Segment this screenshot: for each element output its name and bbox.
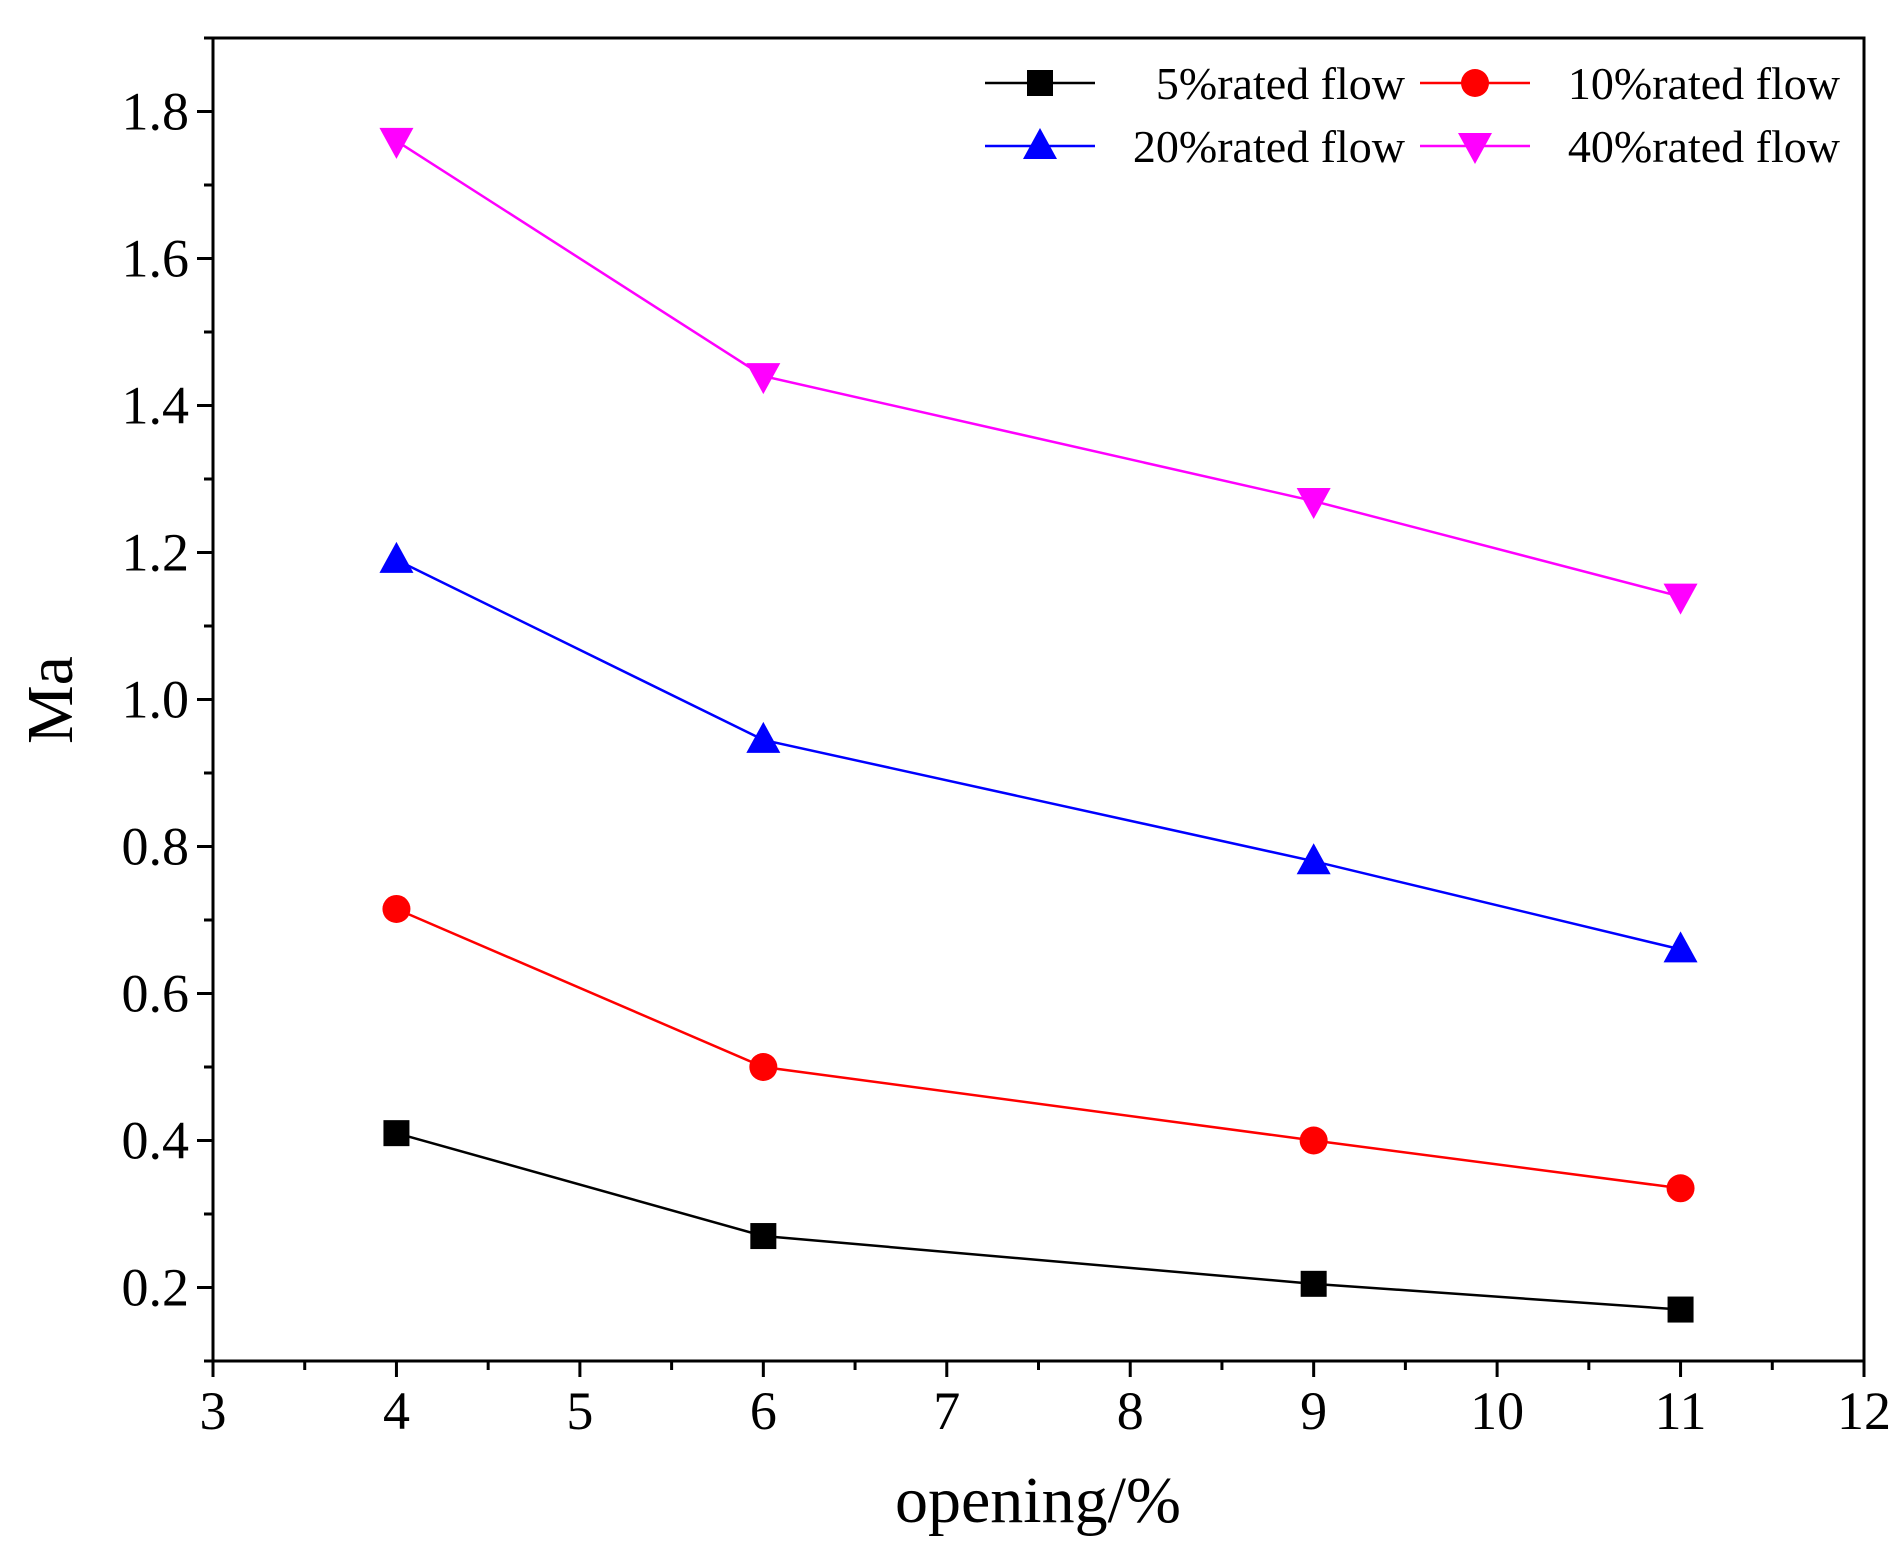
y-tick-label: 1.8 (122, 82, 190, 142)
data-point (1296, 488, 1331, 520)
x-tick-label: 9 (1300, 1381, 1327, 1441)
legend-label: 5%rated flow (1156, 58, 1406, 109)
series-3 (379, 541, 1698, 963)
data-point (1667, 1296, 1694, 1323)
x-axis: 3 4 5 6 7 8 9 10 11 12 (200, 1361, 1891, 1441)
data-point (382, 894, 411, 923)
x-tick-label: 12 (1837, 1381, 1891, 1441)
data-point (379, 127, 414, 159)
data-point (746, 363, 781, 395)
legend-item: 40%rated flow (1420, 121, 1841, 172)
x-tick-label: 4 (383, 1381, 410, 1441)
y-tick-label: 1.4 (122, 376, 190, 436)
legend-marker (1458, 133, 1492, 164)
y-tick-label: 1.6 (122, 229, 190, 289)
data-point (1300, 1270, 1327, 1297)
legend-marker (1023, 128, 1057, 159)
x-tick-label: 7 (933, 1381, 960, 1441)
x-tick-label: 11 (1655, 1381, 1707, 1441)
series-line (395, 907, 1681, 1190)
legend-item: 10%rated flow (1420, 58, 1841, 109)
legend-item: 5%rated flow (985, 58, 1406, 109)
plot-frame (211, 36, 1866, 1363)
data-point (379, 541, 414, 573)
legend-label: 40%rated flow (1568, 121, 1841, 172)
legend-label: 20%rated flow (1133, 121, 1406, 172)
x-axis-title: opening/% (895, 1464, 1181, 1537)
x-tick-label: 10 (1470, 1381, 1524, 1441)
data-point (383, 1120, 410, 1147)
series-layer (379, 127, 1698, 1323)
series-1 (383, 1120, 1694, 1323)
data-point (1666, 1174, 1695, 1203)
y-tick-label: 0.6 (122, 964, 190, 1024)
x-tick-label: 3 (200, 1381, 227, 1441)
series-4 (379, 127, 1698, 615)
series-2 (382, 894, 1695, 1203)
series-line (396, 1131, 1681, 1311)
legend: 5%rated flow 10%rated flow 20%rated flow 40… (985, 58, 1841, 172)
data-point (750, 1223, 777, 1250)
data-point (1299, 1126, 1328, 1155)
data-point (1296, 843, 1331, 875)
series-line (395, 139, 1681, 598)
y-tick-label: 0.8 (122, 817, 190, 877)
legend-marker (1461, 69, 1489, 97)
legend-item: 20%rated flow (985, 121, 1406, 172)
x-tick-label: 8 (1117, 1381, 1144, 1441)
data-point (749, 1053, 778, 1081)
legend-label: 10%rated flow (1568, 58, 1841, 109)
y-axis: 0.2 0.4 0.6 0.8 1.0 1.2 1.4 1.6 1.8 (122, 36, 213, 1363)
x-tick-label: 6 (750, 1381, 777, 1441)
series-line (395, 558, 1681, 951)
y-tick-label: 0.2 (122, 1258, 190, 1318)
data-point (1663, 583, 1698, 615)
y-tick-label: 1.2 (122, 523, 190, 583)
y-tick-label: 0.4 (122, 1111, 190, 1171)
y-axis-title: Ma (14, 656, 87, 744)
y-tick-label: 1.0 (122, 670, 190, 730)
x-tick-label: 5 (566, 1381, 593, 1441)
data-point (746, 721, 781, 753)
data-point (1663, 931, 1698, 963)
legend-marker (1027, 70, 1053, 96)
